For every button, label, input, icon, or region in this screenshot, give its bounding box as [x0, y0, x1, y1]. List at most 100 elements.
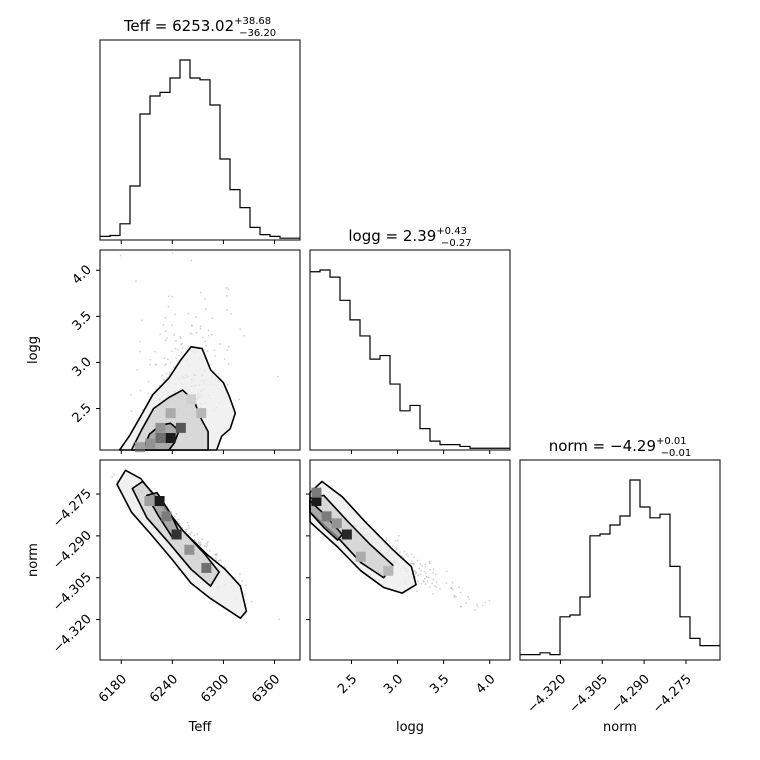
scatter-point [451, 581, 454, 584]
scatter-point [431, 582, 434, 585]
scatter-point [459, 605, 462, 608]
title-norm-plus: +0.01 [656, 436, 687, 447]
scatter-point [197, 541, 200, 544]
ytick-label-logg: 2.5 [70, 401, 95, 426]
scatter-point [397, 534, 400, 537]
scatter-point [199, 327, 202, 330]
scatter-point [136, 369, 139, 371]
scatter-point [424, 572, 427, 575]
scatter-point [141, 319, 144, 322]
scatter-point [473, 609, 476, 611]
scatter-point [139, 340, 142, 343]
scatter-point [410, 562, 412, 565]
title-norm-minus: −0.01 [661, 448, 692, 459]
scatter-point [205, 344, 208, 347]
scatter-point [426, 580, 429, 583]
title-logg: logg = 2.39+0.43 −0.27 [348, 226, 471, 249]
hist2d-cell [155, 422, 166, 433]
scatter-point [435, 586, 438, 588]
scatter-point [211, 317, 214, 320]
scatter-point [162, 378, 165, 381]
scatter-point [147, 380, 150, 383]
hist2d-cell [175, 422, 186, 433]
scatter-point [139, 389, 142, 392]
hist2d-cell [383, 565, 394, 576]
ylabel-norm: norm [26, 543, 41, 577]
hist2d-teff-norm [144, 496, 212, 573]
scatter-point [113, 473, 115, 476]
scatter-point [410, 553, 413, 556]
panel-hist-norm [519, 459, 721, 661]
scatter-point [149, 359, 152, 361]
scatter-point [214, 557, 217, 559]
scatter-point [165, 363, 167, 366]
scatter-point [434, 585, 436, 587]
scatter-point [217, 559, 220, 562]
hist2d-cell [165, 433, 176, 444]
hist-teff [100, 59, 300, 239]
scatter-point [395, 548, 398, 550]
ytick-label-norm: −4.320 [50, 612, 95, 657]
scatter-point [405, 552, 408, 555]
title-teff-plus: +38.68 [234, 16, 271, 27]
scatter-point [206, 350, 209, 352]
hist2d-cell [331, 518, 342, 529]
xtick-label-norm: −4.305 [566, 672, 611, 717]
scatter-point [173, 366, 176, 369]
xtick-label-logg: 3.5 [427, 672, 452, 697]
scatter-point [176, 348, 179, 351]
scatter-point [250, 600, 253, 603]
scatter-point [468, 598, 470, 600]
scatter-point [190, 531, 193, 534]
scatter-point [179, 337, 182, 340]
scatter-point [181, 347, 184, 349]
scatter-point [432, 578, 434, 581]
scatter-point [206, 541, 209, 544]
scatter-point [427, 576, 430, 579]
hist2d-cell [145, 438, 156, 449]
scatter-point [244, 593, 246, 595]
scatter-point [167, 295, 170, 298]
scatter-point [165, 372, 168, 375]
scatter-point [453, 596, 456, 598]
scatter-point [190, 324, 193, 327]
scatter-point [204, 340, 206, 343]
scatter-point [195, 316, 197, 319]
scatter-point [184, 528, 187, 531]
scatter-point [488, 599, 491, 602]
scatter-point [164, 339, 167, 342]
xtick-label-norm: −4.320 [525, 672, 570, 717]
title-teff: Teff = 6253.02+38.68 −36.20 [123, 16, 276, 39]
scatter-point [421, 565, 423, 567]
scatter-point [164, 379, 166, 381]
scatter-point [407, 555, 409, 558]
scatter-point [424, 563, 427, 566]
xtick-label-teff: 6180 [96, 672, 130, 706]
scatter-point [227, 288, 230, 290]
scatter-point [417, 574, 420, 577]
scatter-point [130, 410, 133, 412]
xtick-label-norm: −4.275 [650, 672, 695, 717]
scatter-point [227, 362, 230, 365]
hist2d-cell [165, 408, 176, 419]
scatter-point [424, 583, 427, 585]
scatter-point [177, 354, 180, 357]
scatter-point [435, 581, 438, 584]
scatter-point [225, 287, 228, 289]
scatter-point [167, 305, 170, 308]
scatter-point [195, 331, 198, 334]
scatter-point [208, 549, 211, 552]
scatter-point [239, 573, 241, 576]
scatter-point [130, 393, 132, 396]
scatter-point [207, 329, 210, 332]
scatter-point [425, 576, 428, 579]
scatter-point [418, 567, 421, 570]
hist2d-cell [135, 442, 145, 453]
panel-hist-teff [99, 39, 301, 241]
scatter-point [417, 580, 419, 583]
scatter-point [185, 528, 188, 531]
scatter-point [230, 312, 233, 315]
scatter-point [204, 308, 207, 311]
scatter-point [193, 534, 196, 537]
scatter-point [187, 345, 190, 348]
